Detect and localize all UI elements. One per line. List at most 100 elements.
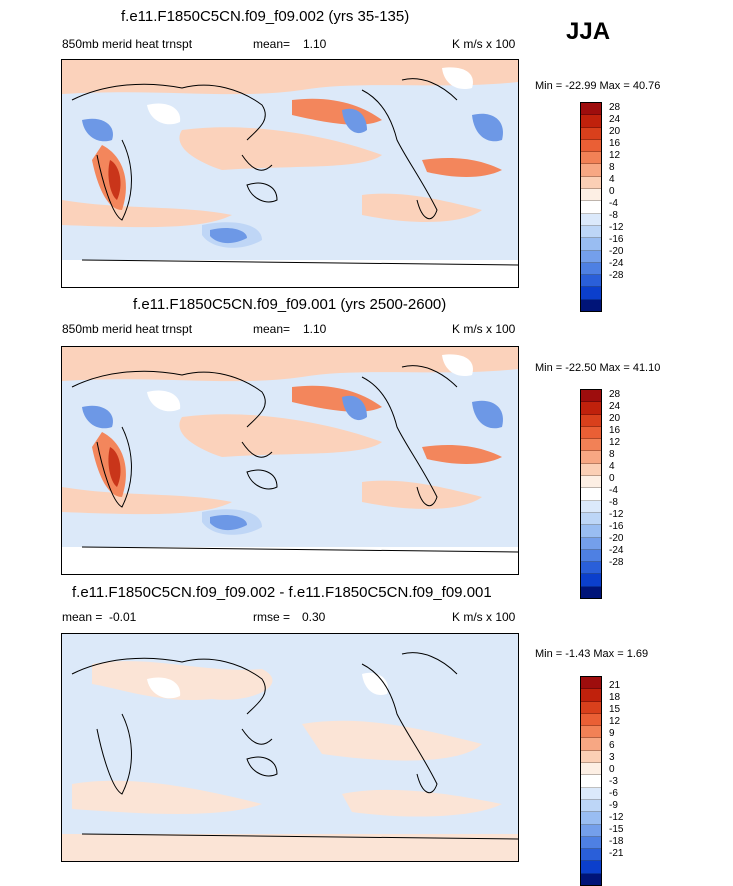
panel3-mean-label: mean = [62, 610, 103, 624]
cbar2-c4 [581, 426, 601, 440]
cbar3-c10 [581, 787, 601, 800]
panel1-title: f.e11.F1850C5CN.f09_f09.002 (yrs 35-135) [121, 8, 410, 25]
cbar1-label: 20 [609, 126, 621, 137]
cbar3-c4 [581, 713, 601, 727]
cbar2-label: -12 [609, 509, 624, 520]
panel2-map-graphic [62, 347, 518, 574]
cbar2-label: 12 [609, 437, 621, 448]
cbar2-label: -24 [609, 545, 624, 556]
cbar1-c4 [581, 139, 601, 153]
cbar1-label: -16 [609, 234, 624, 245]
cbar1-label: 12 [609, 150, 621, 161]
cbar3-label: -6 [609, 788, 618, 799]
panel2-mean-value: 1.10 [303, 322, 327, 336]
cbar1-c9 [581, 201, 601, 214]
cbar2-c17 [581, 586, 601, 599]
cbar2-label: -28 [609, 557, 624, 568]
cbar2-c11 [581, 512, 601, 526]
panel2-minmax: Min = -22.50 Max = 41.10 [535, 362, 661, 374]
cbar2-c6 [581, 451, 601, 464]
cbar1-c10 [581, 213, 601, 226]
north-atlantic-cold [472, 400, 503, 429]
greenland-missing [442, 354, 473, 377]
panel2-map [61, 346, 519, 575]
coastlines [71, 365, 518, 553]
cbar1-c12 [581, 238, 601, 251]
diff-warm-patch-2 [302, 720, 482, 761]
cbar3-label: -15 [609, 824, 624, 835]
panel1-units: K m/s x 100 [452, 37, 516, 51]
atlantic-warm [422, 445, 502, 464]
rockies-missing [362, 672, 388, 695]
cbar2-c16 [581, 574, 601, 587]
north-atlantic-cold [472, 113, 503, 142]
cbar2-label: 4 [609, 461, 615, 472]
panel3-title: f.e11.F1850C5CN.f09_f09.002 - f.e11.F185… [72, 584, 492, 601]
cbar3-c7 [581, 750, 601, 764]
north-pacific-cold [342, 108, 367, 134]
panel3-units: K m/s x 100 [452, 610, 516, 624]
cbar2-label: 8 [609, 449, 615, 460]
cbar1-c16 [581, 287, 601, 300]
cbar3-label: 3 [609, 752, 615, 763]
africa-hot-core [108, 447, 121, 487]
cbar3-label: 0 [609, 764, 615, 775]
cbar3-c17 [581, 873, 601, 886]
cbar3-c16 [581, 861, 601, 874]
panel2-colorbar [580, 389, 602, 600]
cbar1-label: 8 [609, 162, 615, 173]
cbar3-label: 12 [609, 716, 621, 727]
cbar3-c13 [581, 824, 601, 837]
panel2-title: f.e11.F1850C5CN.f09_f09.001 (yrs 2500-26… [133, 296, 447, 313]
northern-warm-band [62, 60, 518, 95]
diff-warm-patch-1 [92, 661, 273, 701]
cbar1-c6 [581, 164, 601, 177]
cbar3-label: -18 [609, 836, 624, 847]
cbar2-label: -8 [609, 497, 618, 508]
cbar3-c3 [581, 701, 601, 714]
panel3-rmse-label: rmse = [253, 610, 291, 624]
cbar2-c2 [581, 402, 601, 415]
cbar1-c3 [581, 127, 601, 140]
cbar2-label: 0 [609, 473, 615, 484]
cbar3-label: 18 [609, 692, 621, 703]
coastlines [71, 652, 518, 840]
tibet-missing [147, 677, 181, 699]
south-indian-cold-core [210, 227, 247, 244]
cbar1-label: -20 [609, 246, 624, 257]
cbar1-label: -4 [609, 198, 618, 209]
cbar2-label: 28 [609, 389, 621, 400]
cbar1-label: -8 [609, 210, 618, 221]
cbar1-c17 [581, 299, 601, 312]
cbar1-c2 [581, 115, 601, 128]
panel3-colorbar [580, 676, 602, 886]
cbar2-label: 24 [609, 401, 621, 412]
panel3-map [61, 633, 519, 862]
cbar1-label: 24 [609, 114, 621, 125]
cbar2-label: -20 [609, 533, 624, 544]
cbar3-label: -21 [609, 848, 624, 859]
cbar1-c13 [581, 250, 601, 263]
africa-hot-core [108, 160, 121, 200]
cbar2-c12 [581, 525, 601, 538]
panel1-map-graphic [62, 60, 518, 287]
tropical-warm-band [179, 414, 382, 457]
cbar1-label: 4 [609, 174, 615, 185]
panel1-map [61, 59, 519, 288]
cbar2-c5 [581, 439, 601, 452]
cbar3-c11 [581, 799, 601, 813]
tropical-warm-band [179, 127, 382, 170]
cbar2-c7 [581, 463, 601, 477]
northern-warm-band [62, 347, 518, 382]
cbar1-label: -28 [609, 270, 624, 281]
southern-warm-band [62, 200, 232, 228]
cbar3-label: -9 [609, 800, 618, 811]
south-indian-cold-core [210, 514, 247, 531]
cbar1-c1 [581, 103, 601, 116]
cbar2-c8 [581, 476, 601, 489]
cbar3-label: -12 [609, 812, 624, 823]
cbar1-label: 0 [609, 186, 615, 197]
panel1-colorbar [580, 102, 602, 313]
europe-cold [82, 118, 113, 142]
cbar2-c14 [581, 549, 601, 563]
